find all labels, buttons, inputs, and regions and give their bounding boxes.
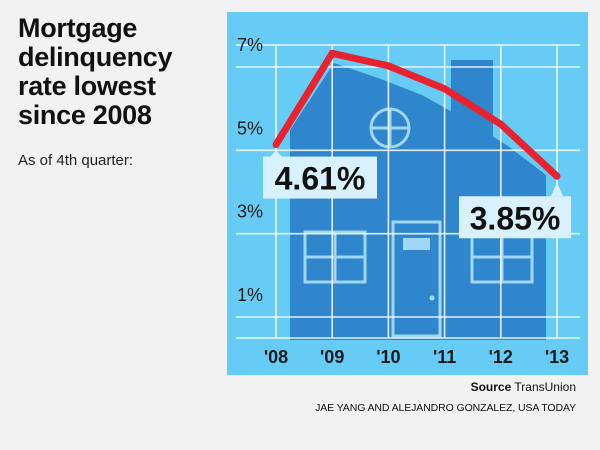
house-body-shape bbox=[290, 63, 546, 340]
y-tick-label: 1% bbox=[237, 285, 263, 305]
chart-subtitle: As of 4th quarter: bbox=[18, 152, 134, 169]
x-axis-ticks: '08 '09 '10 '11 '12 '13 bbox=[264, 347, 569, 367]
data-label-callout: 3.85% bbox=[459, 182, 571, 239]
chart-title: Mortgage delinquency rate lowest since 2… bbox=[18, 13, 173, 130]
doorknob-shape bbox=[429, 295, 435, 301]
y-tick-label: 7% bbox=[237, 35, 263, 55]
series-line-path bbox=[272, 49, 561, 180]
callout-pointer bbox=[270, 150, 282, 157]
x-tick-label: '12 bbox=[489, 347, 513, 367]
x-tick-label: '09 bbox=[320, 347, 344, 367]
x-tick-label: '10 bbox=[376, 347, 400, 367]
series-line bbox=[272, 49, 561, 180]
credit-line: JAE YANG AND ALEJANDRO GONZALEZ, USA TOD… bbox=[315, 402, 576, 414]
x-tick-label: '13 bbox=[545, 347, 569, 367]
data-labels: 4.61% 3.85% bbox=[263, 150, 571, 239]
door-window-shape bbox=[403, 238, 430, 250]
source-label: Source bbox=[470, 380, 512, 394]
y-tick-label: 3% bbox=[237, 202, 263, 222]
callout-pointer bbox=[551, 182, 563, 197]
y-tick-label: 5% bbox=[237, 118, 263, 138]
data-label-callout: 4.61% bbox=[263, 150, 377, 199]
door-icon bbox=[391, 220, 442, 338]
data-label: 3.85% bbox=[470, 200, 561, 236]
source-line: Source TransUnion bbox=[471, 380, 576, 394]
x-tick-label: '08 bbox=[264, 347, 288, 367]
source-name: TransUnion bbox=[514, 380, 576, 394]
callout-box bbox=[459, 196, 571, 239]
callout-box bbox=[263, 156, 377, 199]
x-tick-label: '11 bbox=[433, 347, 456, 367]
y-axis-ticks: 7% 5% 3% 1% bbox=[237, 35, 263, 305]
data-label: 4.61% bbox=[275, 161, 366, 197]
